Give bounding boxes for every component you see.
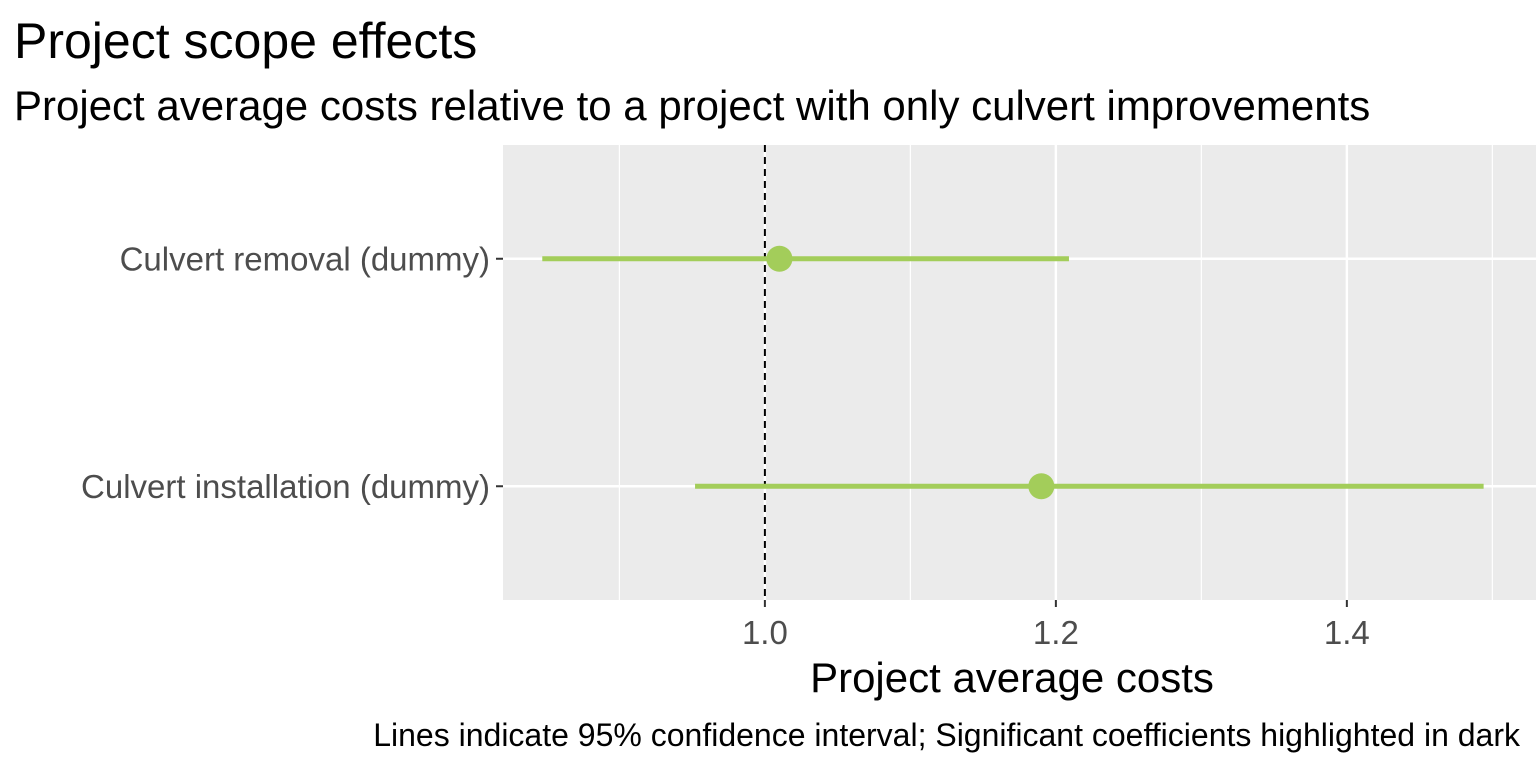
y-tick-label: Culvert removal (dummy): [120, 240, 490, 277]
x-axis: 1.0 1.2 1.4: [742, 600, 1370, 651]
chart-subtitle: Project average costs relative to a proj…: [14, 82, 1370, 129]
data-marks: [542, 245, 1484, 500]
x-tick-label: 1.4: [1324, 614, 1370, 651]
x-tick-label: 1.0: [742, 614, 788, 651]
y-tick-label: Culvert installation (dummy): [81, 468, 490, 505]
x-axis-title: Project average costs: [810, 654, 1214, 701]
estimate-point: [766, 245, 793, 272]
estimate-point: [1028, 473, 1055, 500]
x-tick-label: 1.2: [1033, 614, 1079, 651]
chart-title: Project scope effects: [14, 13, 477, 69]
plot-panel: [503, 145, 1536, 600]
y-axis: Culvert removal (dummy) Culvert installat…: [81, 240, 503, 505]
chart-caption: Lines indicate 95% confidence interval; …: [373, 717, 1521, 753]
